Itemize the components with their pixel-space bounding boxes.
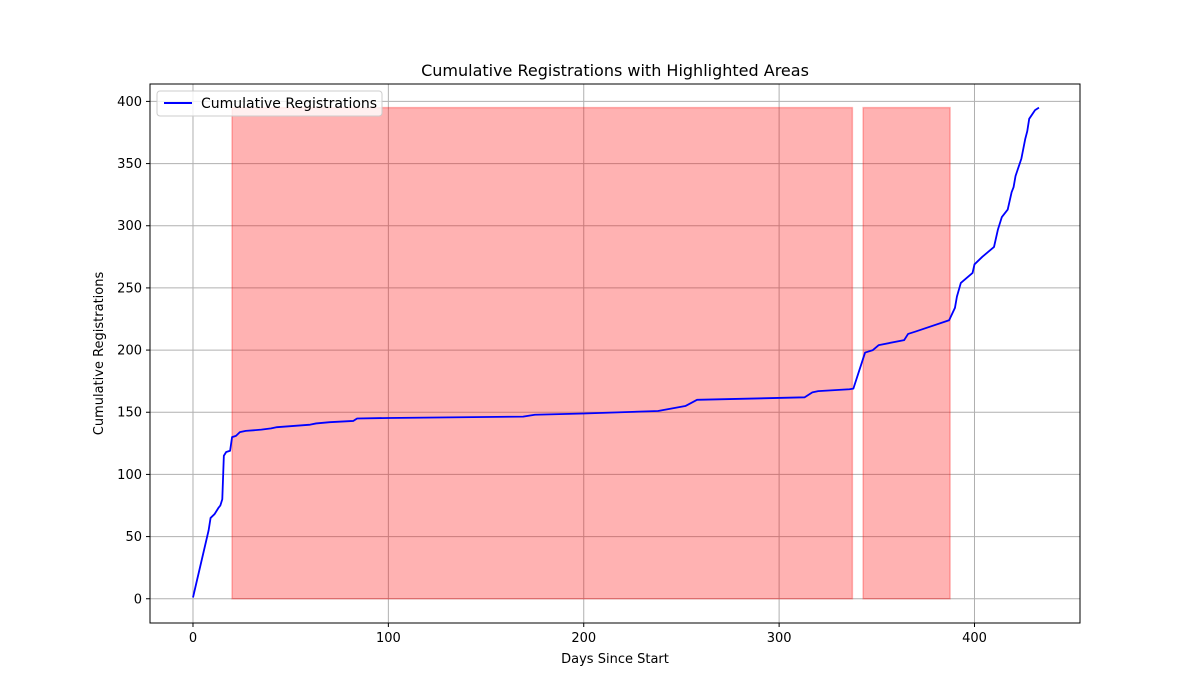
y-tick-label: 0 <box>134 592 142 607</box>
legend: Cumulative Registrations <box>156 90 383 117</box>
y-tick-label: 100 <box>117 468 142 483</box>
y-tick-label: 150 <box>117 406 142 421</box>
chart-title: Cumulative Registrations with Highlighte… <box>421 61 809 80</box>
y-tick-label: 250 <box>117 281 142 296</box>
y-tick-label: 300 <box>117 219 142 234</box>
x-tick-label: 0 <box>189 631 197 646</box>
grid <box>150 84 1080 623</box>
y-tick-label: 200 <box>117 344 142 359</box>
ticks: 0 100 200 300 400 0 50 100 150 200 250 300 350 400 <box>117 95 987 646</box>
series-layer <box>192 106 1040 598</box>
legend-label: Cumulative Registrations <box>201 96 377 112</box>
y-tick-label: 350 <box>117 157 142 172</box>
series-line-1 <box>192 106 1040 598</box>
y-tick-label: 400 <box>117 95 142 110</box>
legend-box <box>156 90 383 117</box>
plot-frame <box>149 83 1081 624</box>
highlighted-areas <box>231 106 951 600</box>
x-tick-label: 400 <box>962 631 987 646</box>
highlighted-area-2 <box>862 106 951 600</box>
y-tick-label: 50 <box>125 530 142 545</box>
highlighted-area-1 <box>231 106 854 600</box>
y-axis-label: Cumulative Registrations <box>92 272 107 436</box>
x-tick-label: 200 <box>571 631 596 646</box>
x-axis-label: Days Since Start <box>561 652 669 667</box>
x-tick-label: 100 <box>376 631 401 646</box>
x-tick-label: 300 <box>767 631 792 646</box>
